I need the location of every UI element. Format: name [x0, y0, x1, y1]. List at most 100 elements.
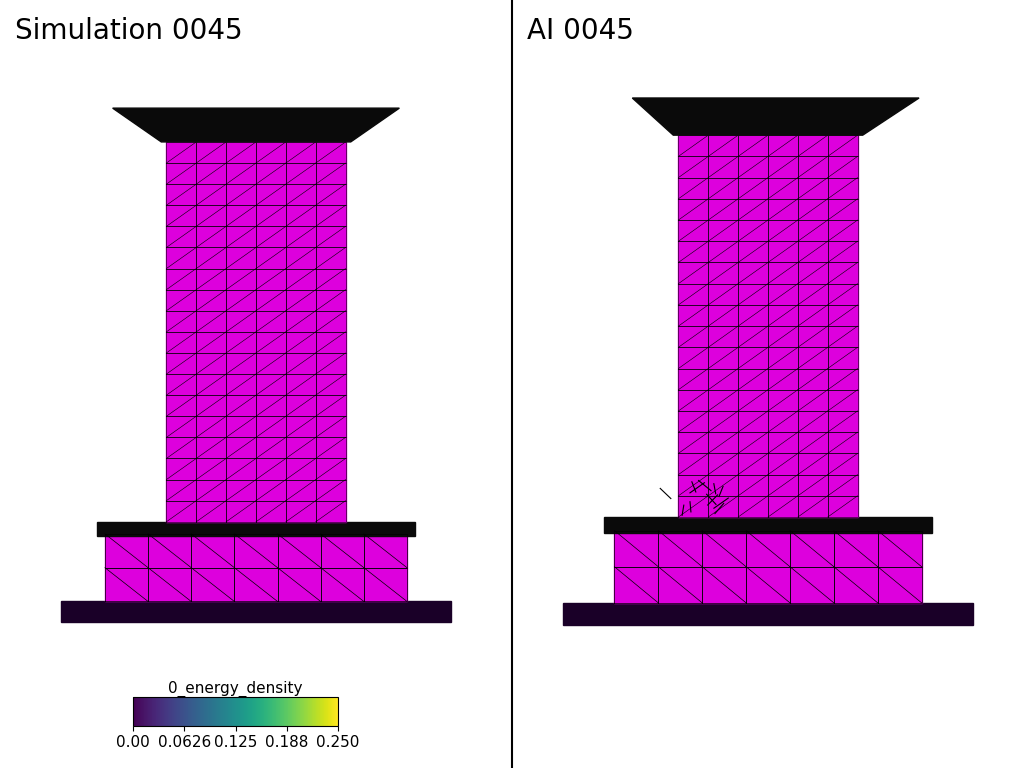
- Polygon shape: [256, 142, 286, 163]
- Polygon shape: [286, 374, 315, 396]
- Polygon shape: [738, 157, 768, 177]
- Polygon shape: [166, 416, 197, 437]
- Polygon shape: [286, 269, 315, 290]
- Polygon shape: [878, 531, 922, 567]
- Polygon shape: [286, 311, 315, 332]
- Polygon shape: [678, 347, 709, 369]
- Polygon shape: [315, 332, 346, 353]
- Polygon shape: [234, 534, 278, 568]
- Polygon shape: [768, 220, 798, 241]
- Polygon shape: [315, 311, 346, 332]
- Polygon shape: [197, 205, 226, 227]
- Polygon shape: [738, 177, 768, 199]
- Polygon shape: [166, 353, 197, 374]
- Polygon shape: [798, 135, 827, 157]
- Polygon shape: [827, 283, 858, 305]
- Polygon shape: [709, 157, 738, 177]
- Polygon shape: [197, 374, 226, 396]
- Polygon shape: [827, 453, 858, 475]
- Polygon shape: [286, 479, 315, 501]
- Polygon shape: [197, 396, 226, 416]
- Polygon shape: [286, 396, 315, 416]
- Polygon shape: [226, 501, 256, 521]
- Polygon shape: [234, 568, 278, 601]
- Polygon shape: [256, 290, 286, 311]
- Polygon shape: [834, 567, 878, 603]
- Polygon shape: [315, 247, 346, 269]
- Polygon shape: [738, 283, 768, 305]
- Polygon shape: [709, 241, 738, 263]
- Polygon shape: [315, 184, 346, 205]
- Polygon shape: [738, 347, 768, 369]
- Polygon shape: [256, 332, 286, 353]
- Polygon shape: [197, 353, 226, 374]
- Polygon shape: [798, 263, 827, 283]
- Polygon shape: [105, 568, 148, 601]
- Polygon shape: [191, 568, 234, 601]
- Polygon shape: [197, 290, 226, 311]
- Polygon shape: [709, 305, 738, 326]
- Polygon shape: [166, 311, 197, 332]
- Polygon shape: [256, 311, 286, 332]
- Polygon shape: [798, 241, 827, 263]
- Polygon shape: [827, 369, 858, 389]
- Polygon shape: [315, 501, 346, 521]
- Polygon shape: [768, 326, 798, 347]
- Polygon shape: [709, 389, 738, 411]
- Polygon shape: [321, 568, 364, 601]
- Polygon shape: [197, 501, 226, 521]
- Polygon shape: [226, 311, 256, 332]
- Polygon shape: [658, 531, 702, 567]
- Polygon shape: [678, 411, 709, 432]
- Polygon shape: [827, 157, 858, 177]
- Polygon shape: [678, 453, 709, 475]
- Polygon shape: [768, 305, 798, 326]
- Polygon shape: [256, 458, 286, 479]
- Polygon shape: [191, 534, 234, 568]
- Polygon shape: [768, 157, 798, 177]
- Polygon shape: [709, 199, 738, 220]
- Polygon shape: [166, 163, 197, 184]
- Polygon shape: [197, 458, 226, 479]
- Polygon shape: [798, 177, 827, 199]
- Polygon shape: [790, 567, 834, 603]
- Polygon shape: [166, 396, 197, 416]
- Polygon shape: [678, 263, 709, 283]
- Polygon shape: [678, 389, 709, 411]
- Polygon shape: [678, 220, 709, 241]
- Polygon shape: [798, 389, 827, 411]
- Polygon shape: [197, 416, 226, 437]
- Polygon shape: [768, 263, 798, 283]
- Polygon shape: [315, 437, 346, 458]
- Polygon shape: [709, 177, 738, 199]
- Polygon shape: [226, 332, 256, 353]
- Polygon shape: [678, 135, 709, 157]
- Polygon shape: [226, 458, 256, 479]
- Polygon shape: [197, 247, 226, 269]
- Polygon shape: [827, 199, 858, 220]
- Polygon shape: [256, 416, 286, 437]
- Polygon shape: [256, 227, 286, 247]
- Polygon shape: [315, 142, 346, 163]
- Polygon shape: [798, 411, 827, 432]
- Polygon shape: [709, 369, 738, 389]
- Polygon shape: [827, 411, 858, 432]
- Polygon shape: [738, 453, 768, 475]
- Polygon shape: [166, 479, 197, 501]
- Polygon shape: [827, 326, 858, 347]
- Polygon shape: [286, 247, 315, 269]
- Polygon shape: [678, 241, 709, 263]
- Polygon shape: [738, 326, 768, 347]
- Polygon shape: [97, 521, 415, 536]
- Polygon shape: [709, 220, 738, 241]
- Polygon shape: [709, 496, 738, 517]
- Polygon shape: [709, 263, 738, 283]
- Polygon shape: [256, 501, 286, 521]
- Polygon shape: [768, 453, 798, 475]
- Polygon shape: [278, 568, 321, 601]
- Polygon shape: [678, 177, 709, 199]
- Polygon shape: [286, 205, 315, 227]
- Polygon shape: [166, 437, 197, 458]
- Polygon shape: [738, 305, 768, 326]
- Polygon shape: [709, 347, 738, 369]
